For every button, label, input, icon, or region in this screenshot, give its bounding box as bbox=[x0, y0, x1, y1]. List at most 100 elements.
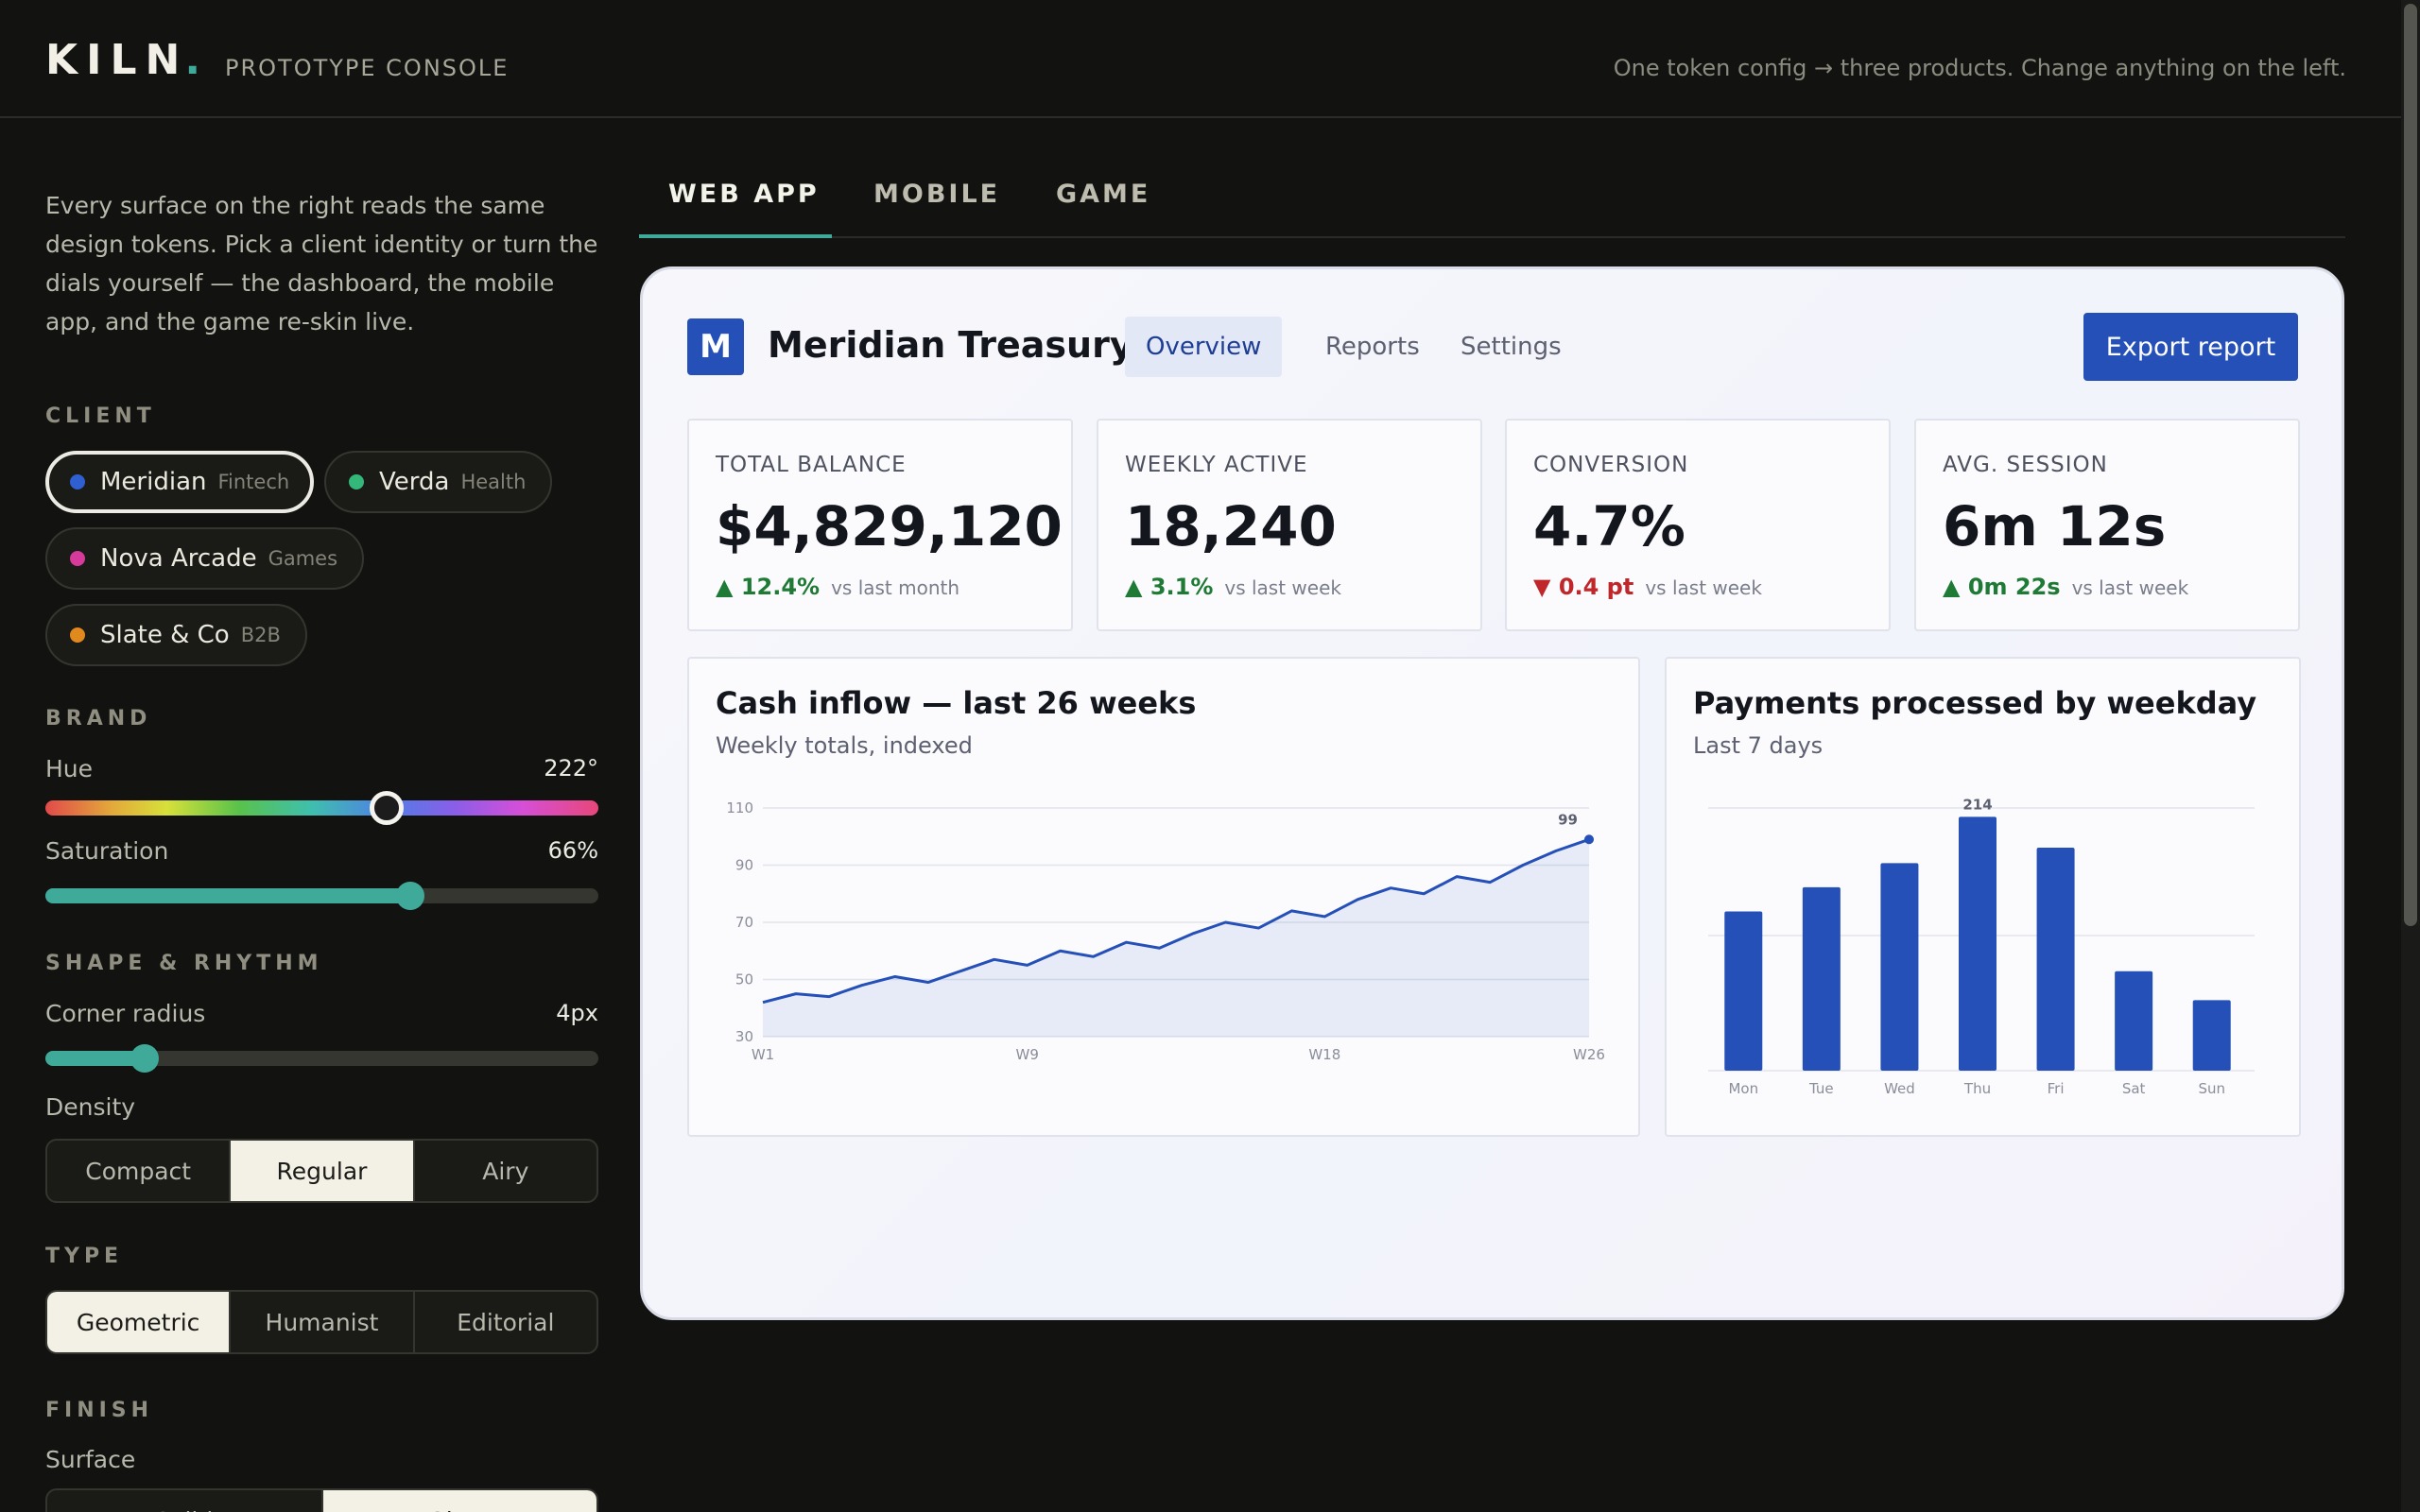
client-chip-meridian[interactable]: Meridian Fintech bbox=[45, 451, 315, 513]
corner-radius-slider-handle[interactable] bbox=[130, 1044, 160, 1073]
hue-label: Hue bbox=[45, 755, 94, 782]
surface-glass[interactable]: Glass bbox=[322, 1490, 596, 1512]
chart-title: Cash inflow — last 26 weeks bbox=[716, 685, 1197, 721]
kpi-card-total-balance: TOTAL BALANCE $4,829,120 ▲ 12.4% vs last … bbox=[687, 419, 1073, 631]
x-tick-label: Fri bbox=[2048, 1080, 2065, 1097]
density-label: Density bbox=[45, 1093, 136, 1121]
kpi-delta: ▲ 0m 22s vs last week bbox=[1943, 574, 2189, 600]
density-segmented-control: Compact Regular Airy bbox=[45, 1139, 598, 1203]
x-tick-label: W26 bbox=[1573, 1046, 1605, 1063]
corner-radius-fill bbox=[45, 1051, 146, 1066]
saturation-label: Saturation bbox=[45, 837, 169, 865]
kpi-value: 18,240 bbox=[1125, 494, 1337, 558]
surface-solid[interactable]: Solid bbox=[47, 1490, 323, 1512]
bar bbox=[2036, 848, 2075, 1071]
chart-title: Payments processed by weekday bbox=[1693, 685, 2257, 721]
saturation-fill bbox=[45, 888, 411, 903]
bar bbox=[2192, 1000, 2231, 1071]
kpi-card-avg-session: AVG. SESSION 6m 12s ▲ 0m 22s vs last week bbox=[1914, 419, 2300, 631]
kpi-label: AVG. SESSION bbox=[1943, 453, 2108, 477]
kiln-logo: KILN. bbox=[45, 36, 210, 84]
client-color-dot bbox=[70, 551, 85, 566]
saturation-slider-handle[interactable] bbox=[396, 882, 425, 910]
kpi-delta: ▲ 12.4% vs last month bbox=[716, 574, 960, 600]
area-fill bbox=[763, 839, 1589, 1037]
client-chip-verda[interactable]: Verda Health bbox=[324, 451, 553, 513]
client-color-dot bbox=[70, 627, 85, 643]
x-tick-label: W18 bbox=[1308, 1046, 1340, 1063]
active-tab-indicator bbox=[639, 234, 832, 238]
hue-slider-handle[interactable] bbox=[369, 791, 404, 825]
corner-radius-value: 4px bbox=[556, 1000, 598, 1026]
chart-subtitle: Weekly totals, indexed bbox=[716, 732, 973, 759]
type-humanist[interactable]: Humanist bbox=[231, 1292, 415, 1352]
header-tagline: One token config → three products. Chang… bbox=[1613, 55, 2346, 81]
density-compact[interactable]: Compact bbox=[47, 1141, 232, 1201]
client-section-label: CLIENT bbox=[45, 404, 156, 428]
corner-radius-label: Corner radius bbox=[45, 1000, 206, 1027]
density-regular[interactable]: Regular bbox=[231, 1141, 415, 1201]
y-tick-label: 110 bbox=[726, 799, 753, 816]
type-geometric[interactable]: Geometric bbox=[47, 1292, 232, 1352]
tab-web-app[interactable]: WEB APP bbox=[668, 180, 820, 209]
kpi-label: WEEKLY ACTIVE bbox=[1125, 453, 1308, 477]
client-chip-slate-co[interactable]: Slate & Co B2B bbox=[45, 604, 307, 666]
page-scrollbar[interactable] bbox=[2401, 0, 2420, 1512]
hue-value: 222° bbox=[544, 755, 598, 782]
product-tabs: WEB APP MOBILE GAME bbox=[639, 170, 2345, 238]
scrollbar-thumb[interactable] bbox=[2404, 4, 2417, 926]
cash-inflow-panel: 30 50 70 90 110 99 W1 W9 W18 W26 Cash inflow — la… bbox=[687, 657, 1640, 1137]
tab-mobile[interactable]: MOBILE bbox=[873, 180, 1001, 209]
control-panel: Every surface on the right reads the sam… bbox=[45, 118, 598, 1512]
client-color-dot bbox=[70, 474, 85, 490]
shape-section-label: SHAPE & RHYTHM bbox=[45, 952, 323, 975]
x-tick-label: Sat bbox=[2122, 1080, 2146, 1097]
series-line bbox=[762, 837, 1590, 1005]
export-report-button[interactable]: Export report bbox=[2083, 313, 2298, 381]
bar bbox=[1802, 886, 1841, 1071]
console-label: PROTOTYPE CONSOLE bbox=[225, 55, 510, 81]
client-chip-nova-arcade[interactable]: Nova Arcade Games bbox=[45, 527, 365, 590]
cash-inflow-chart: 30 50 70 90 110 99 W1 W9 W18 W26 bbox=[726, 799, 1605, 1063]
kpi-delta: ▼ 0.4 pt vs last week bbox=[1533, 574, 1762, 600]
nav-overview[interactable]: Overview bbox=[1125, 317, 1283, 377]
data-point bbox=[1584, 834, 1594, 845]
bar bbox=[1959, 816, 1996, 1071]
x-tick-label: Sun bbox=[2198, 1080, 2225, 1097]
x-tick-label: W9 bbox=[1015, 1046, 1038, 1063]
payments-bar-chart: Mon Tue Wed Thu 214 Fri Sat Sun bbox=[1708, 796, 2255, 1097]
x-tick-label: Tue bbox=[1808, 1080, 1834, 1097]
nav-reports[interactable]: Reports bbox=[1325, 333, 1420, 361]
bar bbox=[2115, 971, 2153, 1071]
saturation-value: 66% bbox=[547, 837, 598, 864]
surface-segmented-control: Solid Glass bbox=[45, 1488, 598, 1512]
kpi-value: $4,829,120 bbox=[716, 494, 1063, 558]
bar bbox=[1724, 911, 1763, 1071]
app-brand-badge: M bbox=[687, 318, 744, 375]
kpi-card-conversion: CONVERSION 4.7% ▼ 0.4 pt vs last week bbox=[1505, 419, 1891, 631]
tab-game[interactable]: GAME bbox=[1056, 180, 1151, 209]
x-tick-label: W1 bbox=[752, 1046, 774, 1063]
payments-by-weekday-panel: Mon Tue Wed Thu 214 Fri Sat Sun Payments proces… bbox=[1665, 657, 2301, 1137]
finish-section-label: FINISH bbox=[45, 1399, 154, 1422]
y-tick-label: 50 bbox=[735, 971, 753, 988]
kpi-value: 4.7% bbox=[1533, 494, 1685, 558]
saturation-slider[interactable] bbox=[45, 882, 598, 910]
hue-slider[interactable] bbox=[45, 791, 598, 825]
corner-radius-slider[interactable] bbox=[45, 1044, 598, 1073]
bar bbox=[1880, 863, 1919, 1071]
x-tick-label: Thu bbox=[1963, 1080, 1991, 1097]
kpi-label: CONVERSION bbox=[1533, 453, 1689, 477]
kpi-value: 6m 12s bbox=[1943, 494, 2167, 558]
brand-section-label: BRAND bbox=[45, 707, 152, 730]
chart-subtitle: Last 7 days bbox=[1693, 732, 1824, 759]
density-airy[interactable]: Airy bbox=[482, 1157, 529, 1185]
x-tick-label: Mon bbox=[1728, 1080, 1758, 1097]
y-tick-label: 70 bbox=[735, 914, 753, 931]
type-editorial[interactable]: Editorial bbox=[457, 1308, 555, 1336]
kpi-delta: ▲ 3.1% vs last week bbox=[1125, 574, 1341, 600]
app-title: Meridian Treasury bbox=[768, 324, 1133, 366]
type-section-label: TYPE bbox=[45, 1245, 124, 1268]
nav-settings[interactable]: Settings bbox=[1461, 333, 1562, 361]
y-tick-label: 90 bbox=[735, 857, 753, 874]
